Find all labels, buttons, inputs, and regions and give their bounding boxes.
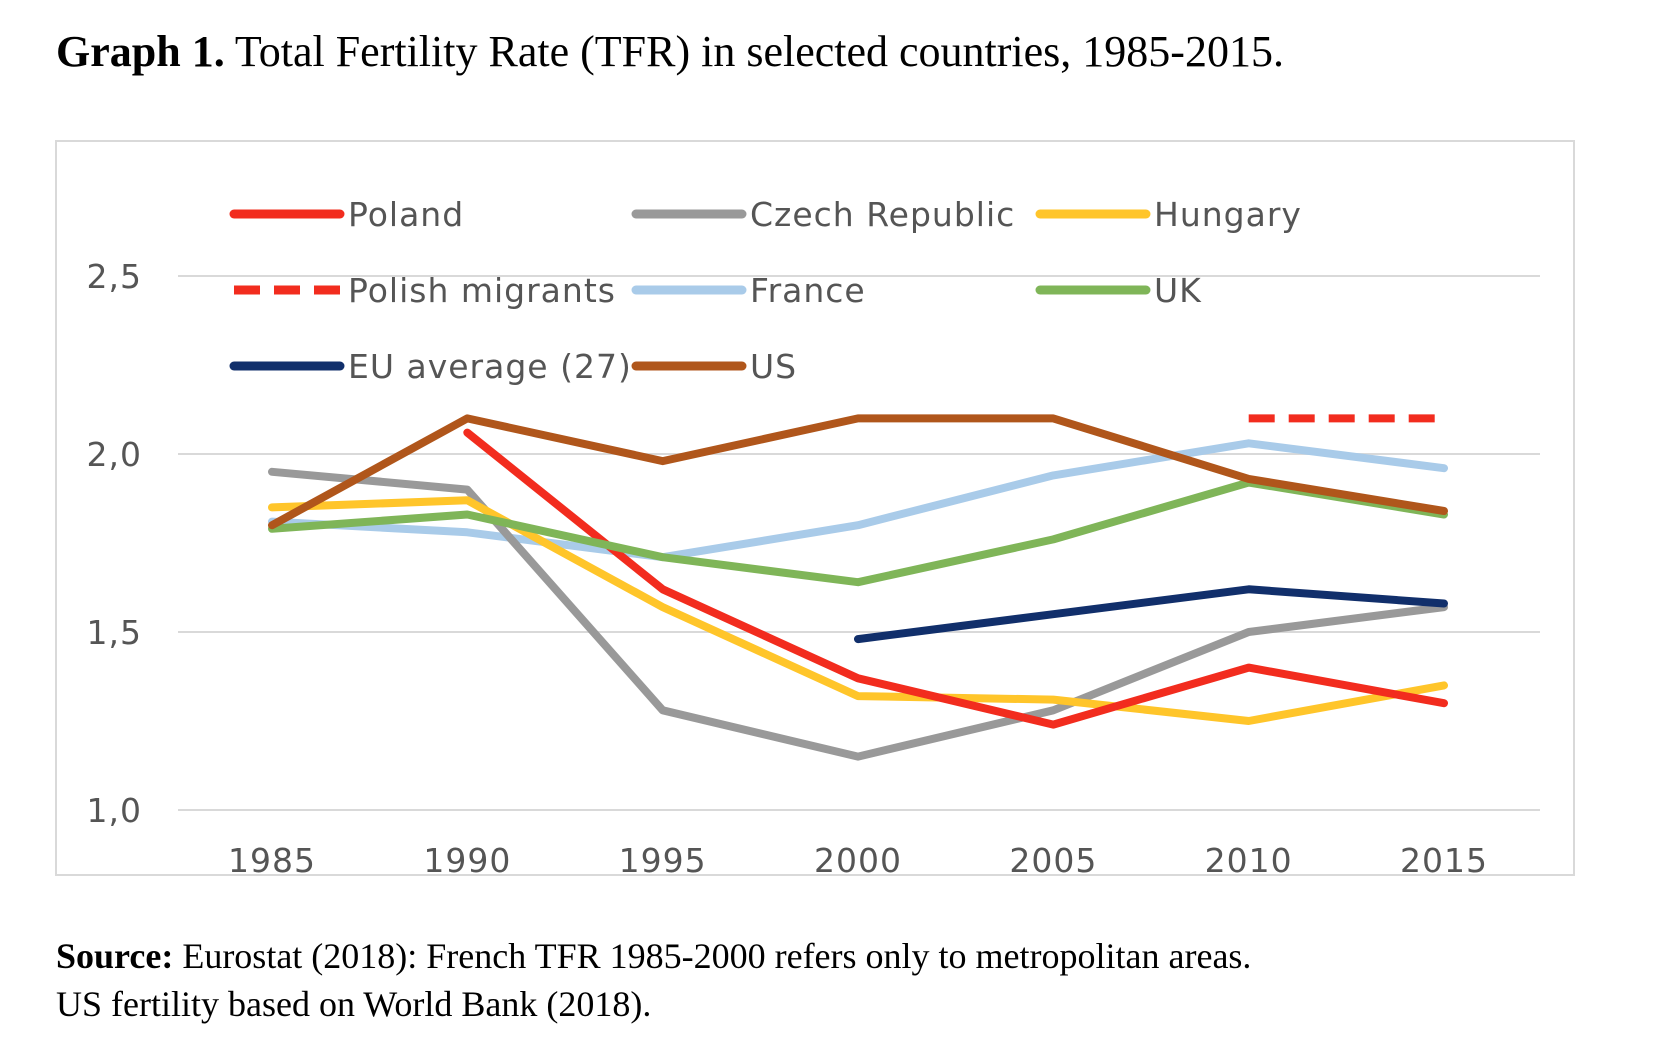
title-rest: Total Fertility Rate (TFR) in selected c… [224, 27, 1284, 76]
chart-title: Graph 1. Total Fertility Rate (TFR) in s… [56, 26, 1284, 77]
y-tick-label: 1,0 [87, 791, 142, 830]
series-lines [268, 414, 1448, 761]
x-axis-ticks: 1985 1990 1995 2000 2005 2010 2015 [228, 841, 1488, 880]
legend-label-hungary: Hungary [1154, 195, 1302, 234]
x-tick-label: 2015 [1400, 841, 1488, 880]
x-tick-label: 2005 [1009, 841, 1097, 880]
series-line-us [268, 414, 1448, 530]
x-tick-label: 1995 [619, 841, 707, 880]
source-line-1: Source: Eurostat (2018): French TFR 1985… [56, 932, 1251, 980]
legend-label-czech-republic: Czech Republic [750, 195, 1015, 234]
legend-label-polish-migrants: Polish migrants [348, 271, 616, 310]
legend-label-eu-average-27: EU average (27) [348, 347, 632, 386]
legend-label-france: France [750, 271, 866, 310]
y-tick-label: 2,0 [87, 435, 142, 474]
x-tick-label: 2000 [814, 841, 902, 880]
y-axis-ticks: 1,0 1,5 2,0 2,5 [87, 257, 142, 830]
x-tick-label: 1985 [228, 841, 316, 880]
source-line-1-text: Eurostat (2018): French TFR 1985-2000 re… [173, 936, 1252, 976]
source-lead: Source: [56, 936, 174, 976]
legend-label-uk: UK [1154, 271, 1202, 310]
source-note: Source: Eurostat (2018): French TFR 1985… [56, 932, 1251, 1028]
x-tick-label: 1990 [423, 841, 511, 880]
legend: Poland Czech Republic Hungary Polish migran… [229, 195, 1302, 386]
title-lead: Graph 1. [56, 27, 225, 76]
y-tick-label: 1,5 [87, 613, 142, 652]
series-line-france [268, 439, 1448, 562]
y-tick-label: 2,5 [87, 257, 142, 296]
series-line-czech-republic [268, 467, 1448, 761]
x-tick-label: 2010 [1205, 841, 1293, 880]
source-line-2: US fertility based on World Bank (2018). [56, 984, 652, 1024]
legend-label-us: US [750, 347, 797, 386]
series-line-poland [463, 428, 1448, 729]
series-line-hungary [268, 496, 1448, 725]
legend-label-poland: Poland [348, 195, 464, 234]
series-line-eu-average-27 [854, 585, 1448, 644]
